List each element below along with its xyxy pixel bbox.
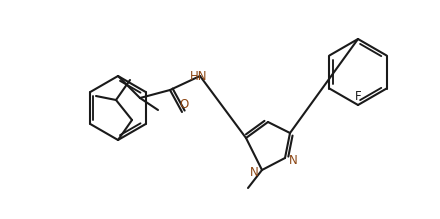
Text: F: F [355, 90, 361, 102]
Text: N: N [249, 166, 258, 180]
Text: O: O [180, 97, 189, 111]
Text: HN: HN [190, 69, 208, 83]
Text: N: N [289, 154, 297, 166]
